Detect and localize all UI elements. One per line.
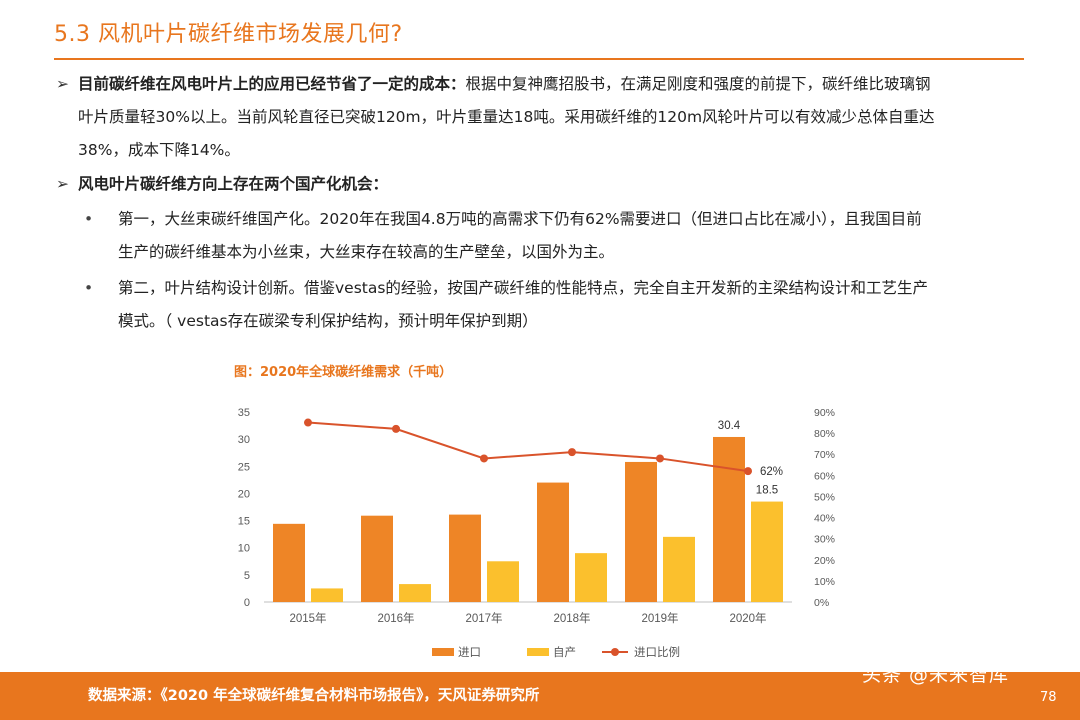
ratio-point — [304, 418, 312, 427]
y-tick-label: 15 — [238, 516, 250, 528]
sub-point-1-line2: 生产的碳纤维基本为小丝束，大丝束存在较高的生产壁垒，以国外为主。 — [118, 243, 615, 261]
y2-tick-label: 40% — [814, 513, 835, 525]
y2-tick-label: 80% — [814, 428, 835, 440]
arrow-bullet-icon: ➢ — [56, 75, 69, 93]
x-tick-label: 2020年 — [729, 611, 766, 625]
y-tick-label: 25 — [238, 461, 250, 473]
title-underline — [54, 58, 1024, 60]
sub-point-2-line1: 第二，叶片结构设计创新。借鉴vestas的经验，按国产碳纤维的性能特点，完全自主… — [118, 279, 928, 297]
bar-domestic — [663, 536, 695, 602]
bullet-dot-icon: • — [84, 210, 94, 228]
arrow-bullet-icon: ➢ — [56, 175, 69, 193]
label-ratio-2020: 62% — [760, 466, 783, 478]
y-tick-label: 10 — [238, 543, 250, 555]
bar-import — [449, 514, 481, 602]
ratio-point — [480, 454, 488, 463]
y2-tick-label: 10% — [814, 576, 835, 588]
y-tick-label: 35 — [238, 407, 250, 419]
bar-import — [273, 523, 305, 602]
legend-label-domestic: 自产 — [553, 645, 576, 659]
x-tick-label: 2019年 — [641, 611, 678, 625]
legend-label-ratio: 进口比例 — [634, 645, 680, 659]
bar-domestic — [311, 588, 343, 602]
bar-domestic — [487, 561, 519, 602]
bar-import — [625, 461, 657, 602]
y2-tick-label: 60% — [814, 470, 835, 482]
bar-domestic — [575, 553, 607, 602]
y2-tick-label: 0% — [814, 597, 829, 609]
y-tick-label: 30 — [238, 434, 250, 446]
source-note: 数据来源：《2020 年全球碳纤维复合材料市场报告》，天风证券研究所 — [88, 688, 540, 704]
point-1: ➢ 目前碳纤维在风电叶片上的应用已经节省了一定的成本：根据中复神鹰招股书，在满足刚… — [56, 68, 1016, 167]
point-1-lead: 目前碳纤维在风电叶片上的应用已经节省了一定的成本： — [78, 75, 466, 93]
x-tick-label: 2016年 — [377, 611, 414, 625]
x-tick-label: 2018年 — [553, 611, 590, 625]
y2-tick-label: 50% — [814, 491, 835, 503]
bar-domestic — [399, 584, 431, 602]
y2-tick-label: 70% — [814, 449, 835, 461]
bar-import — [361, 515, 393, 602]
watermark: 头条 @未来智库 — [862, 664, 1010, 686]
ratio-point — [568, 448, 576, 457]
y-tick-label: 0 — [244, 597, 250, 609]
point-2-lead: 风电叶片碳纤维方向上存在两个国产化机会： — [78, 175, 389, 193]
ratio-point — [744, 467, 752, 476]
y2-tick-label: 30% — [814, 534, 835, 546]
bar-domestic — [751, 501, 783, 602]
footer-bar: 数据来源：《2020 年全球碳纤维复合材料市场报告》，天风证券研究所 — [0, 672, 1080, 720]
legend-label-import: 进口 — [458, 646, 481, 659]
sub-point-2-line2: 模式。（ vestas存在碳梁专利保护结构，预计明年保护到期） — [118, 312, 538, 330]
ratio-point — [656, 454, 664, 463]
label-import-2020: 30.4 — [718, 420, 741, 432]
bullet-dot-icon: • — [84, 279, 94, 297]
bar-import — [537, 482, 569, 602]
sub-point-1-line1: 第一，大丝束碳纤维国产化。2020年在我国4.8万吨的高需求下仍有62%需要进口… — [118, 210, 922, 228]
legend-marker-ratio — [611, 648, 619, 656]
ratio-line — [307, 421, 749, 473]
page-title: 5.3 风机叶片碳纤维市场发展几何? — [54, 22, 403, 47]
chart-title: 图：2020年全球碳纤维需求（千吨） — [234, 365, 453, 380]
x-tick-label: 2017年 — [465, 611, 502, 625]
sub-point-1: • 第一，大丝束碳纤维国产化。2020年在我国4.8万吨的高需求下仍有62%需要… — [84, 203, 1019, 269]
point-1-line3: 38%，成本下降14%。 — [78, 141, 240, 159]
sub-point-2: • 第二，叶片结构设计创新。借鉴vestas的经验，按国产碳纤维的性能特点，完全… — [84, 272, 1019, 338]
legend-swatch-domestic — [527, 648, 549, 656]
y2-tick-label: 20% — [814, 555, 835, 567]
demand-chart: 0 5 10 15 20 25 30 35 0% 10% 20% 30% 40% 50% 60% 70% 80%… — [238, 407, 835, 659]
label-domestic-2020: 18.5 — [756, 485, 778, 497]
y-tick-label: 20 — [238, 488, 250, 500]
point-1-line1: 根据中复神鹰招股书，在满足刚度和强度的前提下，碳纤维比玻璃钢 — [465, 75, 931, 93]
page-number: 78 — [1040, 690, 1057, 705]
y-tick-label: 5 — [244, 570, 250, 582]
point-2: ➢ 风电叶片碳纤维方向上存在两个国产化机会： — [56, 168, 1016, 201]
legend-swatch-import — [432, 648, 454, 656]
bar-import — [713, 436, 745, 602]
point-1-line2: 叶片质量轻30%以上。当前风轮直径已突破120m，叶片重量达18吨。采用碳纤维的… — [78, 108, 935, 126]
ratio-point — [392, 424, 400, 433]
y2-tick-label: 90% — [814, 407, 835, 419]
x-tick-label: 2015年 — [289, 611, 326, 625]
